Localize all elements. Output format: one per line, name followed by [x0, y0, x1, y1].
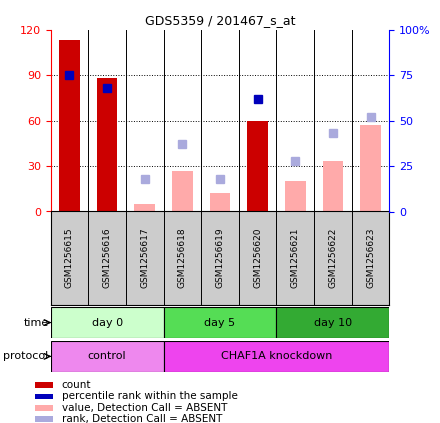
Text: day 10: day 10 — [314, 318, 352, 327]
Bar — [360, 125, 381, 212]
Bar — [51, 307, 164, 338]
Bar — [134, 204, 155, 212]
Bar — [172, 170, 193, 212]
Text: GSM1256615: GSM1256615 — [65, 228, 74, 288]
Bar — [209, 193, 231, 212]
Title: GDS5359 / 201467_s_at: GDS5359 / 201467_s_at — [145, 14, 295, 27]
Text: GSM1256617: GSM1256617 — [140, 228, 149, 288]
Text: GSM1256620: GSM1256620 — [253, 228, 262, 288]
Text: GSM1256618: GSM1256618 — [178, 228, 187, 288]
Bar — [35, 417, 53, 422]
Bar — [164, 307, 276, 338]
Text: day 0: day 0 — [92, 318, 123, 327]
Text: GSM1256619: GSM1256619 — [216, 228, 224, 288]
Text: count: count — [62, 380, 91, 390]
Text: value, Detection Call = ABSENT: value, Detection Call = ABSENT — [62, 403, 227, 413]
Bar — [97, 78, 117, 212]
Text: control: control — [88, 352, 126, 361]
Text: CHAF1A knockdown: CHAF1A knockdown — [221, 352, 332, 361]
Text: GSM1256622: GSM1256622 — [328, 228, 337, 288]
Bar — [164, 341, 389, 372]
Text: day 5: day 5 — [205, 318, 235, 327]
Bar — [59, 40, 80, 212]
Text: GSM1256616: GSM1256616 — [103, 228, 112, 288]
Bar — [35, 405, 53, 411]
Text: percentile rank within the sample: percentile rank within the sample — [62, 391, 238, 401]
Bar — [35, 382, 53, 387]
Bar — [285, 181, 306, 212]
Bar — [35, 394, 53, 399]
Text: GSM1256623: GSM1256623 — [366, 228, 375, 288]
Bar — [276, 307, 389, 338]
Text: protocol: protocol — [4, 352, 49, 361]
Text: rank, Detection Call = ABSENT: rank, Detection Call = ABSENT — [62, 414, 222, 423]
Bar — [247, 121, 268, 212]
Text: GSM1256621: GSM1256621 — [291, 228, 300, 288]
Bar — [323, 162, 343, 212]
Bar — [51, 341, 164, 372]
Text: time: time — [23, 318, 49, 327]
